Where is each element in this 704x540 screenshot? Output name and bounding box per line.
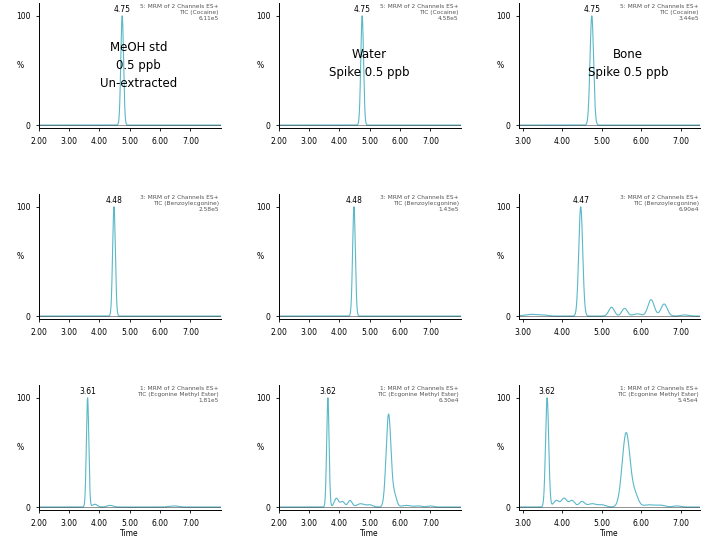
Text: 5: MRM of 2 Channels ES+
TIC (Cocaine)
4.58e5: 5: MRM of 2 Channels ES+ TIC (Cocaine) 4…	[380, 4, 459, 22]
Text: MeOH std
0.5 ppb
Un-extracted: MeOH std 0.5 ppb Un-extracted	[100, 41, 177, 90]
Text: %: %	[17, 443, 24, 452]
Text: 4.75: 4.75	[353, 5, 371, 14]
Text: %: %	[497, 61, 504, 70]
Text: %: %	[17, 252, 24, 261]
Text: %: %	[257, 61, 264, 70]
X-axis label: Time: Time	[360, 529, 379, 538]
Text: 1: MRM of 2 Channels ES+
TIC (Ecgonine Methyl Ester)
6.30e4: 1: MRM of 2 Channels ES+ TIC (Ecgonine M…	[377, 386, 459, 403]
Text: 4.48: 4.48	[346, 195, 363, 205]
Text: 3.62: 3.62	[320, 387, 337, 396]
Text: 5: MRM of 2 Channels ES+
TIC (Cocaine)
3.44e5: 5: MRM of 2 Channels ES+ TIC (Cocaine) 3…	[620, 4, 698, 22]
X-axis label: Time: Time	[601, 529, 619, 538]
Text: 5: MRM of 2 Channels ES+
TIC (Cocaine)
6.11e5: 5: MRM of 2 Channels ES+ TIC (Cocaine) 6…	[140, 4, 219, 22]
Text: %: %	[257, 443, 264, 452]
Text: 3.61: 3.61	[79, 387, 96, 396]
Text: 4.48: 4.48	[106, 195, 122, 205]
Text: %: %	[257, 252, 264, 261]
Text: 1: MRM of 2 Channels ES+
TIC (Ecgonine Methyl Ester)
1.81e5: 1: MRM of 2 Channels ES+ TIC (Ecgonine M…	[137, 386, 219, 403]
Text: 3.62: 3.62	[539, 387, 555, 396]
Text: 3: MRM of 2 Channels ES+
TIC (Benzoylecgonine)
2.58e5: 3: MRM of 2 Channels ES+ TIC (Benzoylecg…	[140, 195, 219, 212]
Text: %: %	[497, 252, 504, 261]
Text: 4.47: 4.47	[572, 195, 589, 205]
Text: 1: MRM of 2 Channels ES+
TIC (Ecgonine Methyl Ester)
5.45e4: 1: MRM of 2 Channels ES+ TIC (Ecgonine M…	[617, 386, 698, 403]
Text: Bone
Spike 0.5 ppb: Bone Spike 0.5 ppb	[588, 48, 668, 78]
Text: 4.75: 4.75	[584, 5, 601, 14]
X-axis label: Time: Time	[120, 529, 139, 538]
Text: %: %	[497, 443, 504, 452]
Text: 3: MRM of 2 Channels ES+
TIC (Benzoylecgonine)
1.43e5: 3: MRM of 2 Channels ES+ TIC (Benzoylecg…	[380, 195, 459, 212]
Text: 3: MRM of 2 Channels ES+
TIC (Benzoylecgonine)
6.90e4: 3: MRM of 2 Channels ES+ TIC (Benzoylecg…	[620, 195, 698, 212]
Text: %: %	[17, 61, 24, 70]
Text: Water
Spike 0.5 ppb: Water Spike 0.5 ppb	[329, 48, 410, 78]
Text: 4.75: 4.75	[113, 5, 131, 14]
